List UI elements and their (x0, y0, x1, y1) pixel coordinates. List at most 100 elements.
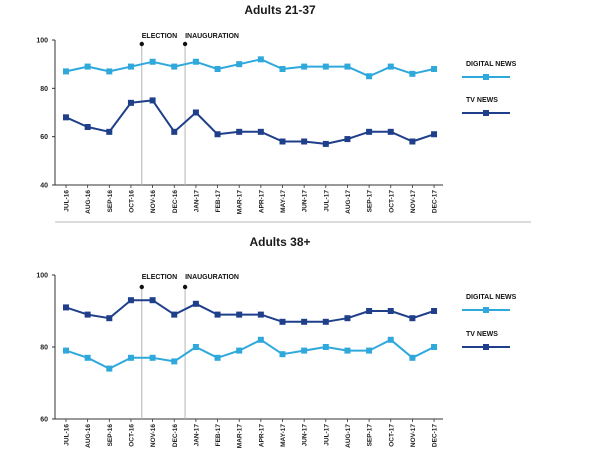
legend-swatch-marker (483, 307, 489, 313)
data-point (257, 56, 264, 63)
data-point (84, 124, 91, 130)
x-tick-label: JUN-17 (302, 190, 309, 213)
x-tick-label: JUL-17 (323, 424, 330, 446)
data-point (431, 131, 438, 138)
x-tick-label: OCT-17 (388, 424, 395, 447)
data-point (63, 347, 69, 354)
x-tick-label: APR-17 (258, 190, 265, 214)
data-point (149, 97, 156, 104)
data-point (214, 66, 221, 72)
x-tick-label: JAN-17 (193, 190, 200, 213)
data-point (344, 315, 351, 322)
data-point (236, 311, 243, 318)
x-tick-label: DEC-16 (172, 424, 179, 448)
data-point (84, 63, 91, 70)
x-tick-label: JUL-16 (64, 190, 71, 212)
series-line (65, 58, 435, 78)
y-tick-label: 60 (40, 417, 48, 424)
data-point (257, 128, 264, 135)
series-line (65, 299, 435, 323)
data-point (127, 297, 134, 304)
data-point (127, 99, 134, 106)
data-point (84, 311, 91, 318)
legend-label: DIGITAL NEWS (466, 294, 517, 301)
data-point (322, 344, 329, 350)
data-point (236, 128, 243, 135)
x-tick-label: MAR-17 (237, 190, 244, 215)
data-point (322, 63, 329, 70)
data-point (236, 347, 243, 354)
data-point (192, 344, 199, 350)
x-tick-label: NOV-16 (150, 190, 157, 214)
legend-swatch-marker (483, 110, 489, 116)
x-tick-label: SEP-17 (367, 190, 374, 213)
data-point (127, 354, 134, 361)
x-tick-label: AUG-16 (85, 190, 92, 214)
event-marker (182, 284, 188, 290)
data-point (409, 354, 416, 361)
data-point (149, 354, 156, 361)
x-tick-label: SEP-16 (107, 190, 114, 213)
data-point (366, 73, 373, 80)
data-point (344, 63, 351, 70)
x-tick-label: OCT-16 (128, 190, 135, 213)
chart-title: Adults 21-37 (244, 3, 316, 17)
x-tick-label: FEB-17 (215, 190, 222, 213)
y-tick-label: 80 (40, 86, 48, 93)
legend-swatch-marker (483, 74, 489, 80)
data-point (387, 308, 394, 314)
event-label: ELECTION (142, 33, 177, 40)
data-point (171, 311, 178, 318)
data-point (322, 318, 329, 325)
x-tick-label: APR-17 (258, 424, 265, 448)
data-point (366, 308, 373, 314)
data-point (301, 138, 308, 145)
x-tick-label: OCT-17 (388, 190, 395, 213)
legend-label: TV NEWS (466, 331, 498, 338)
data-point (431, 344, 438, 350)
data-point (279, 66, 286, 72)
x-tick-label: JAN-17 (193, 424, 200, 447)
x-tick-label: NOV-17 (410, 424, 417, 448)
x-tick-label: MAY-17 (280, 424, 287, 447)
x-tick-label: JUN-17 (302, 424, 309, 447)
data-point (171, 63, 178, 70)
event-label: INAUGURATION (185, 33, 239, 40)
data-point (63, 114, 69, 121)
x-tick-label: JUL-16 (64, 424, 71, 446)
data-point (387, 336, 394, 343)
data-point (409, 138, 416, 145)
data-point (366, 347, 373, 354)
data-point (171, 128, 178, 135)
data-point (149, 58, 156, 65)
data-point (149, 297, 156, 304)
x-tick-label: SEP-16 (107, 424, 114, 447)
event-label: INAUGURATION (185, 274, 239, 281)
x-tick-label: DEC-16 (172, 190, 179, 214)
data-point (279, 318, 286, 325)
x-tick-label: DEC-17 (432, 190, 439, 214)
data-point (192, 300, 199, 307)
data-point (127, 63, 134, 70)
x-tick-label: SEP-17 (367, 424, 374, 447)
data-point (192, 109, 199, 116)
legend-label: DIGITAL NEWS (466, 61, 517, 68)
data-point (279, 351, 286, 358)
event-marker (139, 284, 144, 290)
chart-panel-1: Adults 21-37 40 60 80 100 JUL-16 AUG-16 SEP-16 O… (36, 3, 516, 214)
data-point (257, 311, 264, 318)
data-point (106, 68, 113, 75)
data-point (214, 131, 221, 138)
event-marker (139, 41, 144, 47)
data-point (236, 61, 243, 68)
legend-label: TV NEWS (466, 97, 498, 104)
series-line (65, 99, 435, 145)
data-point (431, 308, 438, 314)
data-point (63, 68, 69, 75)
event-label: ELECTION (142, 274, 177, 281)
data-point (106, 315, 113, 322)
y-tick-label: 40 (40, 183, 48, 190)
data-point (214, 311, 221, 318)
data-point (257, 336, 264, 343)
